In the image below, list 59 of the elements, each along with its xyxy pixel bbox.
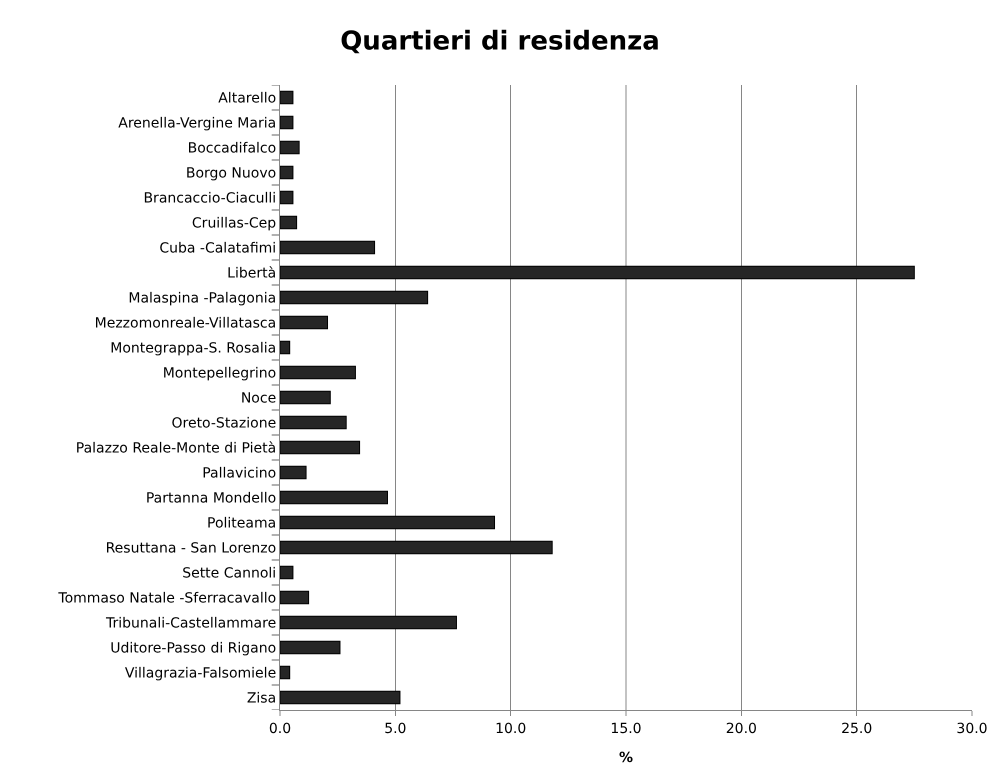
bar bbox=[280, 566, 294, 580]
bar bbox=[280, 366, 356, 380]
y-tick-label: Libertà bbox=[227, 265, 276, 282]
bar bbox=[280, 440, 360, 454]
bar bbox=[280, 216, 298, 230]
bar bbox=[280, 190, 294, 204]
bar bbox=[280, 466, 307, 480]
y-tick-label: Brancaccio-Ciaculli bbox=[143, 190, 276, 206]
y-tick-label: Tommaso Natale -Sferracavallo bbox=[57, 590, 276, 606]
bar bbox=[280, 540, 553, 554]
x-tick-label: 0.0 bbox=[268, 720, 292, 737]
y-tick-label: Montepellegrino bbox=[162, 365, 276, 382]
x-axis-title: % bbox=[618, 750, 634, 766]
bar bbox=[280, 340, 290, 354]
y-tick-label: Sette Cannoli bbox=[182, 565, 276, 582]
bar bbox=[280, 590, 310, 604]
bar bbox=[280, 640, 340, 654]
bar bbox=[280, 166, 294, 180]
bar bbox=[280, 416, 347, 430]
y-tick-label: Arenella-Vergine Maria bbox=[118, 115, 276, 132]
bar bbox=[280, 140, 300, 154]
bar bbox=[280, 490, 388, 504]
chart-title: Quartieri di residenza bbox=[340, 26, 660, 56]
bar bbox=[280, 690, 400, 704]
y-tick-label: Villagrazia-Falsomiele bbox=[124, 665, 276, 682]
bar bbox=[280, 266, 915, 280]
bar bbox=[280, 666, 290, 680]
x-tick-label: 5.0 bbox=[384, 720, 406, 737]
y-tick-label: Zisa bbox=[246, 690, 276, 706]
x-tick-label: 20.0 bbox=[726, 720, 757, 737]
y-tick-label: Montegrappa-S. Rosalia bbox=[110, 340, 276, 356]
y-tick-label: Borgo Nuovo bbox=[186, 165, 276, 182]
bar bbox=[280, 116, 294, 130]
x-tick-label: 30.0 bbox=[956, 720, 988, 737]
bar bbox=[280, 616, 457, 630]
bar bbox=[280, 316, 328, 330]
bar bbox=[280, 290, 428, 304]
y-tick-label: Boccadifalco bbox=[188, 140, 276, 156]
y-tick-label: Altarello bbox=[218, 90, 276, 106]
bar bbox=[280, 240, 376, 254]
bar bbox=[280, 516, 496, 530]
y-tick-label: Cruillas-Cep bbox=[192, 215, 276, 232]
y-tick-label: Malaspina -Palagonia bbox=[128, 290, 276, 306]
bar bbox=[280, 390, 331, 404]
x-tick-label: 15.0 bbox=[610, 720, 642, 737]
y-tick-label: Politeama bbox=[207, 515, 276, 532]
y-tick-label: Pallavicino bbox=[202, 465, 276, 482]
y-tick-label: Tribunali-Castellammare bbox=[104, 615, 276, 632]
x-tick-label: 10.0 bbox=[495, 720, 526, 737]
y-tick-label: Partanna Mondello bbox=[146, 490, 276, 506]
y-tick-label: Resuttana - San Lorenzo bbox=[106, 540, 276, 556]
y-tick-label: Cuba -Calatafimi bbox=[159, 240, 276, 256]
x-tick-label: 25.0 bbox=[841, 720, 872, 737]
y-tick-label: Oreto-Stazione bbox=[171, 415, 276, 432]
y-tick-label: Palazzo Reale-Monte di Pietà bbox=[76, 440, 276, 456]
bar bbox=[280, 90, 294, 104]
y-tick-label: Noce bbox=[240, 390, 276, 406]
y-tick-label: Mezzomonreale-Villatasca bbox=[94, 315, 276, 332]
y-tick-label: Uditore-Passo di Rigano bbox=[110, 640, 276, 656]
